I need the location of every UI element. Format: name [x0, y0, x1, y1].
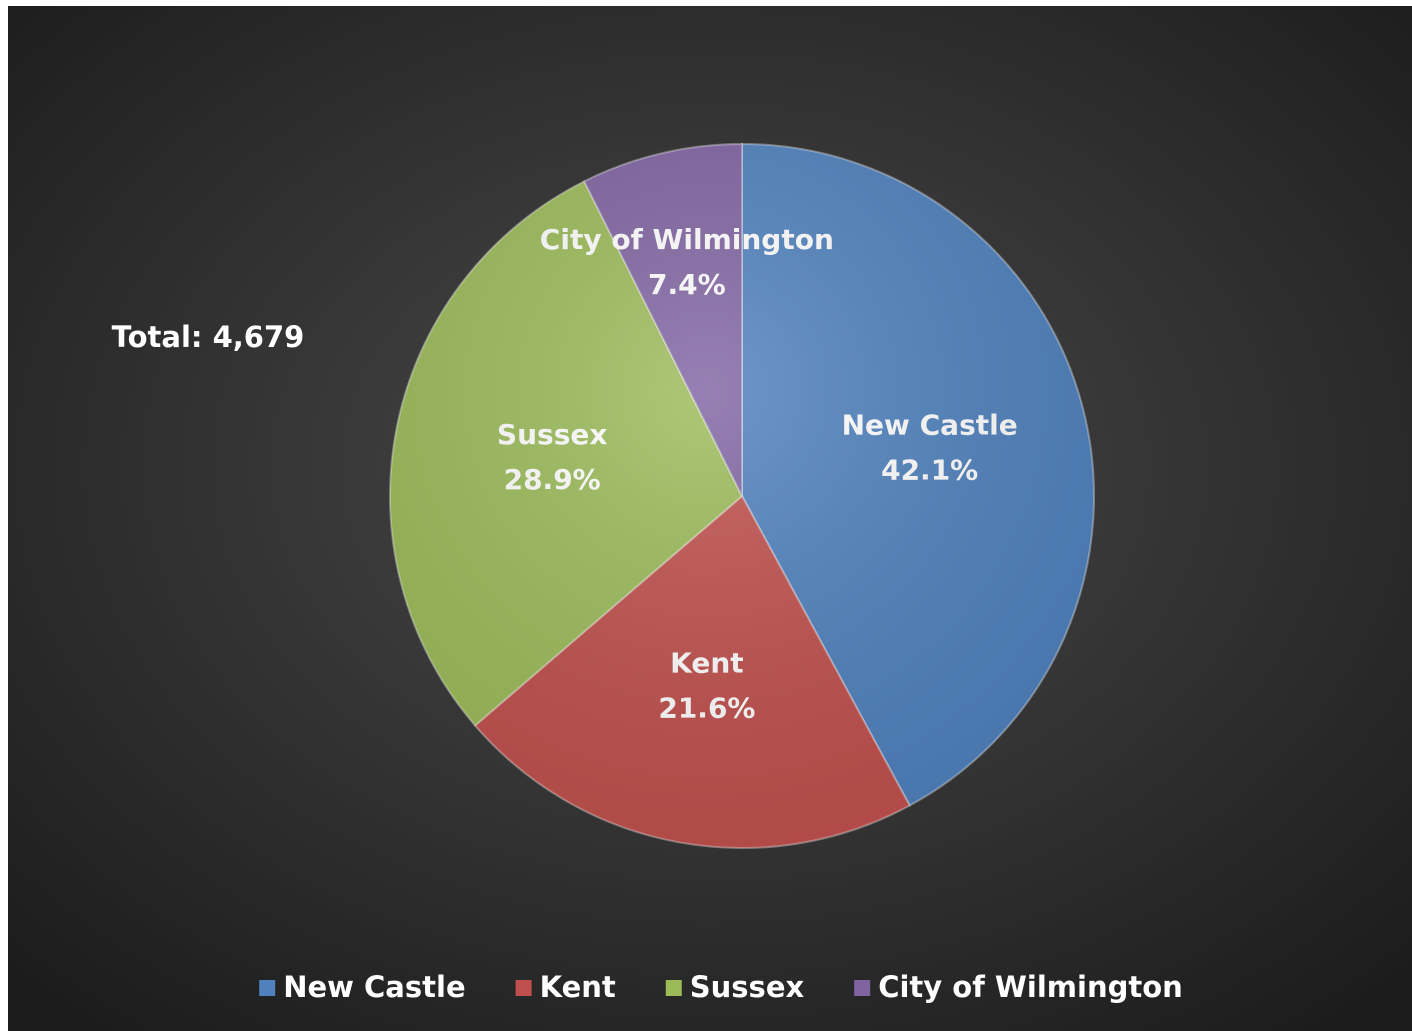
slice-value-label: 42.1% [881, 453, 978, 486]
slice-label: Sussex [497, 418, 607, 451]
slice-label: New Castle [842, 408, 1018, 441]
legend-swatch [515, 980, 532, 996]
legend-swatch [665, 980, 682, 996]
legend-label: City of Wilmington [878, 970, 1183, 1004]
legend: New Castle Kent Sussex City of Wilmington [259, 970, 1183, 1004]
legend-item: City of Wilmington [854, 970, 1183, 1004]
legend-item: Sussex [665, 970, 805, 1004]
legend-swatch [854, 980, 871, 996]
annotation: Total: 4,679 [112, 320, 305, 354]
pie: New Castle 42.1% Kent 21.6% Sussex 28.9% City … [389, 142, 1095, 849]
legend-label: Kent [540, 970, 616, 1004]
legend-swatch [259, 980, 276, 996]
legend-label: New Castle [283, 970, 465, 1004]
legend-item: New Castle [259, 970, 466, 1004]
legend-label: Sussex [690, 970, 805, 1004]
legend-item: Kent [515, 970, 616, 1004]
slice-value-label: 7.4% [648, 268, 726, 301]
slice-value-label: 28.9% [504, 463, 601, 496]
slice-label: Kent [670, 646, 744, 679]
slice-value-label: 21.6% [658, 691, 755, 724]
slice-label: City of Wilmington [540, 223, 834, 256]
